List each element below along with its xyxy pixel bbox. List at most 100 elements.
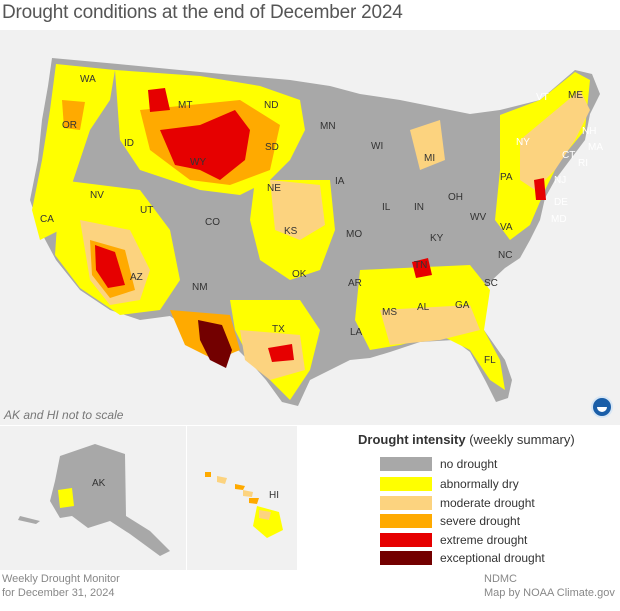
state-label: MA: [588, 142, 603, 153]
legend-label: exceptional drought: [440, 551, 545, 565]
state-label: ME: [568, 90, 583, 101]
state-label: FL: [484, 355, 496, 366]
state-label: MN: [320, 121, 336, 132]
state-label: IA: [335, 176, 345, 187]
state-label: PA: [500, 172, 513, 183]
footer-source: Weekly Drought Monitor for December 31, …: [2, 572, 120, 600]
state-label: RI: [578, 158, 588, 169]
hawaii-island-4: [243, 490, 253, 497]
state-label: NV: [90, 190, 104, 201]
state-label: LA: [350, 327, 363, 338]
alaska-west-coast: [18, 516, 40, 524]
extreme-drought-arizona: [95, 245, 125, 288]
state-label: MT: [178, 100, 192, 111]
extreme-drought-wyoming: [160, 110, 250, 180]
state-label: IN: [414, 202, 424, 213]
state-label: WA: [80, 74, 96, 85]
state-label: VA: [500, 222, 513, 233]
legend-title-rest: (weekly summary): [465, 432, 575, 447]
state-label: MO: [346, 229, 362, 240]
legend-swatch: [380, 514, 432, 528]
state-label: NJ: [554, 175, 566, 186]
severe-drought-pacific-nw: [62, 100, 85, 130]
footer-line: Weekly Drought Monitor: [2, 573, 120, 585]
state-label: WV: [470, 212, 486, 223]
legend-title-bold: Drought intensity: [358, 432, 466, 447]
state-label: OK: [292, 269, 307, 280]
legend-label: severe drought: [440, 514, 521, 528]
alaska-land: [50, 444, 170, 556]
abnormally-dry-west: [32, 64, 115, 240]
footer-credit: NDMC Map by NOAA Climate.gov: [484, 572, 615, 600]
legend-swatch: [380, 496, 432, 510]
state-label: CT: [562, 150, 575, 161]
state-label: MI: [424, 153, 435, 164]
state-label: SD: [265, 142, 279, 153]
legend-label: abnormally dry: [440, 477, 519, 491]
state-label: IL: [382, 202, 391, 213]
state-label: ND: [264, 100, 278, 111]
extreme-drought-montana: [148, 88, 170, 112]
moderate-drought-southeast: [380, 305, 480, 345]
exceptional-drought-texas: [198, 320, 232, 368]
footer-line: Map by NOAA Climate.gov: [484, 587, 615, 599]
us-drought-map-svg: WA OR CA NV ID MT WY UT CO AZ NM ND SD N…: [30, 58, 603, 406]
legend-swatch: [380, 533, 432, 547]
state-label: MD: [551, 214, 567, 225]
alaska-map-svg: AK: [18, 444, 170, 556]
state-label: GA: [455, 300, 470, 311]
state-label: NM: [192, 282, 208, 293]
hawaii-big-island: [253, 506, 283, 538]
extreme-drought-texas: [268, 344, 294, 362]
legend-swatch: [380, 477, 432, 491]
state-label: KS: [284, 226, 298, 237]
state-label: OR: [62, 120, 77, 131]
state-label: WI: [371, 141, 383, 152]
state-label: AL: [417, 302, 430, 313]
hawaii-big-island-dry: [259, 510, 271, 520]
footer-line: NDMC: [484, 573, 517, 585]
alaska-inset: AK: [0, 426, 186, 570]
legend-swatch: [380, 551, 432, 565]
state-label: KY: [430, 233, 444, 244]
hawaii-island-1: [205, 472, 211, 477]
legend-title: Drought intensity (weekly summary): [358, 432, 575, 447]
legend-label: moderate drought: [440, 496, 535, 510]
state-label: AZ: [130, 272, 143, 283]
legend-label: no drought: [440, 457, 498, 471]
state-label: CO: [205, 217, 220, 228]
scale-note: AK and HI not to scale: [4, 408, 124, 422]
state-label: VT: [536, 92, 549, 103]
legend-label: extreme drought: [440, 533, 528, 547]
state-label: AR: [348, 278, 362, 289]
state-label: CA: [40, 214, 54, 225]
hawaii-map-svg: HI: [205, 472, 283, 538]
alaska-label: AK: [92, 478, 106, 489]
state-label: UT: [140, 205, 153, 216]
hawaii-island-2: [217, 476, 227, 484]
noaa-logo-icon: [591, 396, 613, 418]
state-label: NC: [498, 250, 512, 261]
state-label: MS: [382, 307, 397, 318]
footer-line: for December 31, 2024: [2, 587, 115, 599]
alaska-abnormally-dry: [58, 488, 74, 508]
contiguous-us-map: WA OR CA NV ID MT WY UT CO AZ NM ND SD N…: [0, 30, 620, 425]
hawaii-label: HI: [269, 490, 279, 501]
map-title: Drought conditions at the end of Decembe…: [2, 2, 403, 23]
state-label: TX: [272, 324, 285, 335]
extreme-drought-tennessee: [412, 258, 432, 278]
legend-swatch: [380, 457, 432, 471]
state-label: DE: [554, 197, 568, 208]
state-label: NY: [516, 137, 530, 148]
state-label: TN: [414, 260, 427, 271]
state-label: SC: [484, 278, 498, 289]
extreme-drought-nj: [534, 178, 546, 200]
hawaii-island-3: [235, 484, 245, 490]
hawaii-inset: HI: [187, 426, 297, 570]
moderate-drought-plains: [270, 180, 325, 240]
state-label: NH: [582, 126, 596, 137]
state-label: NE: [267, 183, 281, 194]
legend: Drought intensity (weekly summary) no dr…: [298, 426, 620, 570]
moderate-drought-great-lakes: [410, 120, 445, 170]
hawaii-island-5: [249, 498, 259, 504]
